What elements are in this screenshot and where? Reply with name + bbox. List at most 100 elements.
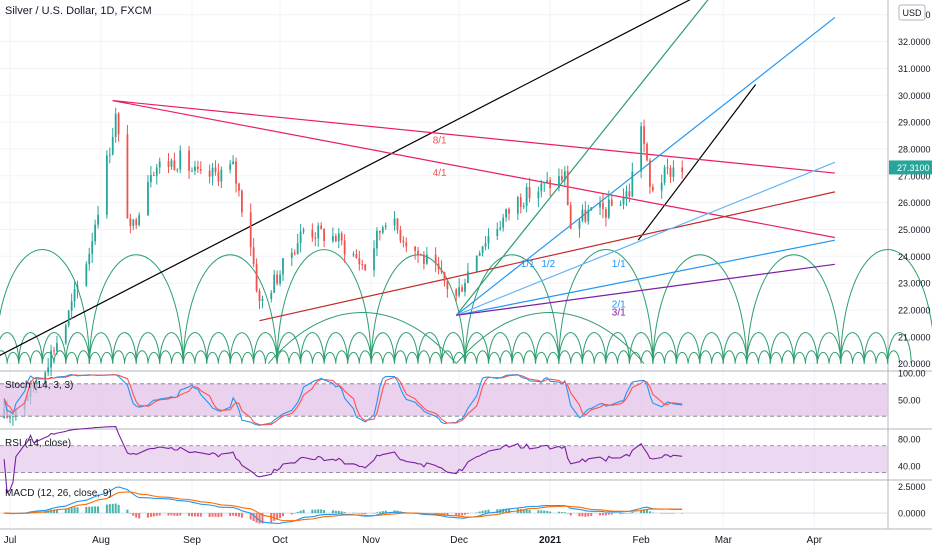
candle-body: [173, 160, 176, 171]
candle: [355, 249, 358, 259]
stoch-label: Stoch (14, 3, 3): [5, 380, 73, 391]
macd-histogram-bar: [299, 510, 302, 514]
macd-histogram-bar: [646, 509, 648, 514]
candle: [158, 157, 161, 174]
candle-body: [108, 154, 111, 156]
macd-histogram-bar: [232, 513, 235, 516]
macd-histogram-bar: [669, 513, 672, 514]
macd-histogram-bar: [628, 513, 631, 514]
candle: [651, 183, 654, 193]
candle-body: [155, 167, 158, 176]
price-tick-label: 28.0000: [898, 144, 931, 154]
candle: [549, 176, 552, 197]
candle-body: [179, 150, 182, 170]
candle-body: [293, 252, 296, 254]
candle-body: [67, 310, 70, 326]
macd-histogram-bar: [76, 507, 79, 514]
macd-histogram-bar: [282, 513, 284, 517]
macd-histogram-bar: [334, 510, 337, 514]
candle-body: [481, 246, 484, 254]
macd-histogram-bar: [625, 513, 628, 514]
trend-line-9: [456, 239, 835, 316]
macd-histogram-bar: [543, 510, 546, 514]
macd-histogram-bar: [53, 509, 56, 514]
candle-body: [455, 289, 458, 296]
macd-histogram-bar: [70, 507, 73, 514]
candle: [522, 202, 525, 209]
candle-body: [384, 225, 387, 228]
candle-body: [352, 254, 355, 256]
price-tick-label: 27.0000: [898, 171, 931, 181]
candle-body: [669, 167, 672, 177]
candle: [458, 278, 461, 298]
candle-body: [599, 202, 601, 208]
candle-body: [622, 197, 625, 205]
macd-histogram-bar: [67, 508, 70, 514]
macd-histogram-bar: [440, 513, 443, 515]
macd-histogram-bar: [217, 513, 220, 517]
macd-histogram-bar: [590, 513, 593, 516]
candle-body: [584, 209, 587, 222]
macd-histogram-bar: [111, 503, 114, 514]
candle: [560, 169, 563, 182]
candle: [85, 261, 88, 287]
candle-body: [170, 160, 173, 167]
candle-body: [147, 182, 149, 216]
candle-body: [516, 197, 519, 214]
macd-histogram-bar: [660, 513, 663, 514]
fan-label-1: 8/1: [433, 136, 447, 147]
candle: [649, 158, 651, 194]
macd-histogram-bar: [261, 513, 264, 524]
candle-body: [417, 250, 419, 255]
candle: [167, 153, 170, 174]
candle-body: [158, 161, 161, 168]
candle: [373, 240, 375, 277]
candle: [88, 247, 91, 271]
candle-body: [97, 214, 99, 225]
candle: [279, 270, 281, 287]
macd-histogram-bar: [94, 506, 97, 514]
candle-body: [487, 236, 490, 244]
candle: [282, 257, 284, 281]
candle: [238, 182, 240, 197]
candle: [114, 107, 117, 143]
macd-histogram-bar: [73, 507, 76, 514]
candle: [455, 288, 458, 302]
candle: [393, 211, 396, 231]
stoch-band: [0, 383, 888, 417]
candle: [660, 174, 663, 199]
candle: [111, 127, 114, 156]
candle: [249, 203, 252, 256]
candle: [241, 189, 243, 217]
candle: [496, 222, 499, 241]
candle-body: [111, 136, 114, 155]
macd-histogram-bar: [193, 513, 196, 517]
macd-histogram-bar: [487, 509, 490, 514]
candle-body: [437, 263, 440, 270]
currency-button[interactable]: [898, 4, 926, 21]
candle-body: [610, 199, 613, 206]
candle-body: [290, 252, 293, 259]
macd-histogram-bar: [196, 513, 199, 517]
candle-body: [355, 254, 358, 259]
candle-body: [508, 209, 510, 214]
macd-histogram-bar: [373, 513, 375, 514]
candle: [381, 225, 384, 235]
candle: [425, 246, 428, 265]
candle-body: [252, 247, 255, 265]
cycle-arc-large-2: [455, 312, 645, 364]
candle: [584, 201, 587, 224]
candle: [261, 295, 264, 309]
candle: [270, 290, 273, 303]
candle-body: [663, 167, 666, 183]
candle-body: [241, 190, 243, 213]
candle-body: [440, 269, 443, 272]
candle: [378, 230, 381, 241]
currency-button-label[interactable]: USD: [902, 8, 922, 18]
macd-histogram-bar: [478, 511, 481, 514]
candle-body: [543, 182, 546, 184]
macd-histogram-bar: [508, 508, 511, 514]
candles: [3, 107, 684, 426]
candle-body: [566, 171, 569, 206]
